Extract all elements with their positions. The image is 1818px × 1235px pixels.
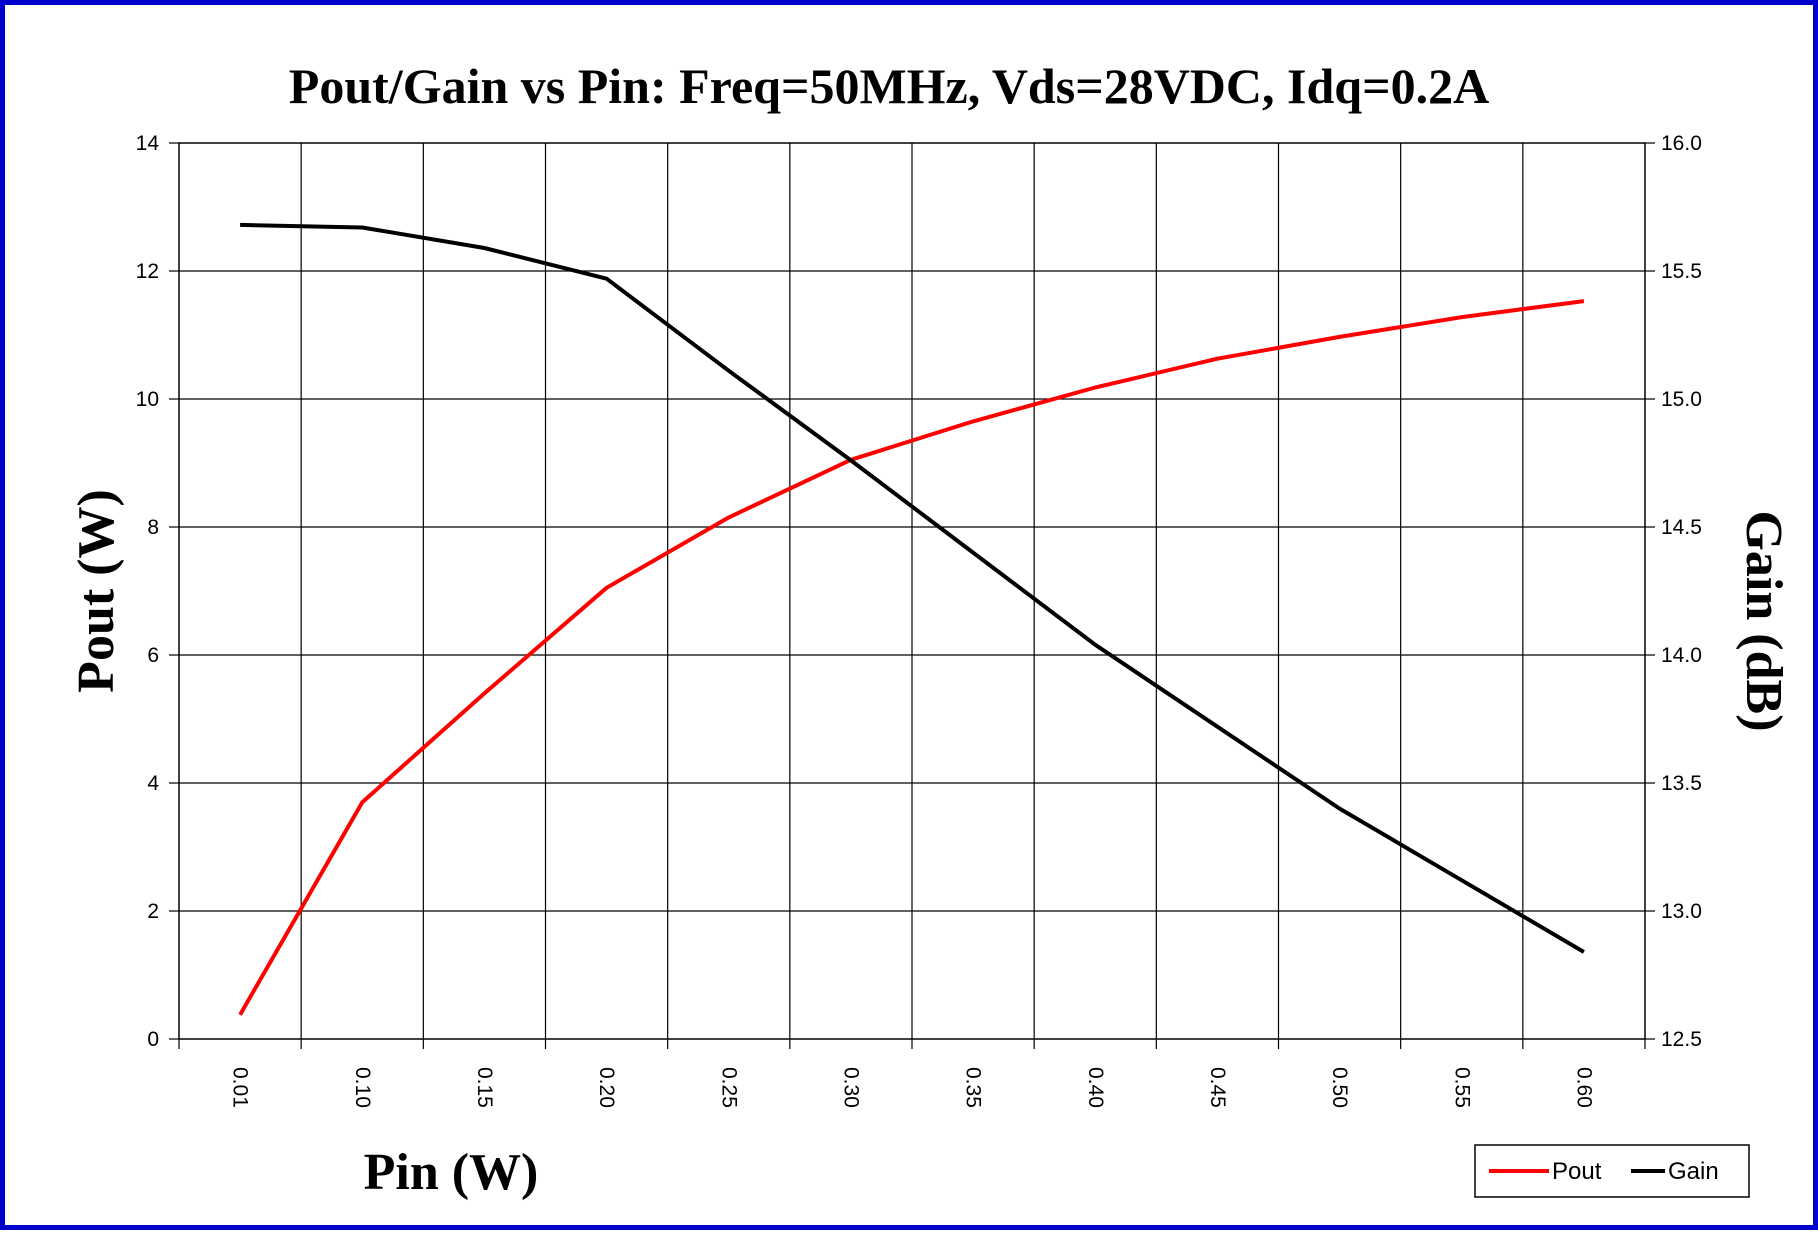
series-line-pout <box>238 299 1585 1016</box>
x-tick-label: 0.20 <box>595 1067 618 1108</box>
x-tick-label: 0.25 <box>717 1067 740 1108</box>
grid-lines <box>179 143 1645 1039</box>
legend-label-pout: Pout <box>1552 1158 1602 1185</box>
x-tick-label: 0.50 <box>1328 1067 1351 1108</box>
y-right-axis-title: Gain (dB) <box>1735 510 1792 731</box>
left-tick-label: 4 <box>147 772 159 795</box>
x-axis-title: Pin (W) <box>364 1144 539 1201</box>
left-tick-label: 6 <box>147 644 159 667</box>
x-tick-label: 0.01 <box>229 1067 252 1108</box>
right-tick-label: 13.5 <box>1661 772 1702 795</box>
x-tick-label: 0.60 <box>1572 1067 1595 1108</box>
x-tick-label: 0.15 <box>473 1067 496 1108</box>
series-line-gain <box>240 222 1585 954</box>
right-tick-label: 14.5 <box>1661 516 1702 539</box>
right-tick-label: 14.0 <box>1661 644 1702 667</box>
y-left-axis-title: Pout (W) <box>68 489 125 693</box>
legend: Pout Gain <box>1474 1144 1750 1198</box>
x-tick-label: 0.40 <box>1084 1067 1107 1108</box>
chart-title: Pout/Gain vs Pin: Freq=50MHz, Vds=28VDC,… <box>289 58 1489 114</box>
left-tick-label: 12 <box>136 260 159 283</box>
x-axis-ticks: 0.01 0.10 0.15 0.20 0.25 0.30 0.35 0.40 0.45 0.50… <box>178 1039 1646 1108</box>
left-tick-label: 14 <box>136 132 160 155</box>
series-layer <box>238 222 1585 1016</box>
right-tick-label: 16.0 <box>1661 132 1702 155</box>
left-tick-label: 8 <box>147 516 159 539</box>
left-tick-label: 2 <box>147 900 159 923</box>
right-tick-label: 12.5 <box>1661 1028 1702 1051</box>
x-tick-label: 0.10 <box>351 1067 374 1108</box>
chart-canvas: Pout/Gain vs Pin: Freq=50MHz, Vds=28VDC,… <box>68 58 1792 1201</box>
left-tick-label: 0 <box>147 1028 159 1051</box>
x-tick-label: 0.30 <box>839 1067 862 1108</box>
x-tick-label: 0.35 <box>962 1067 985 1108</box>
x-tick-label: 0.55 <box>1450 1067 1473 1108</box>
legend-label-gain: Gain <box>1668 1158 1719 1185</box>
left-tick-label: 10 <box>136 388 159 411</box>
left-axis-ticks: 0 2 4 6 8 10 12 14 <box>136 132 179 1051</box>
x-tick-label: 0.45 <box>1206 1067 1229 1108</box>
right-tick-label: 15.0 <box>1661 388 1702 411</box>
right-tick-label: 13.0 <box>1661 900 1702 923</box>
right-tick-label: 15.5 <box>1661 260 1702 283</box>
right-axis-ticks: 12.5 13.0 13.5 14.0 14.5 15.0 15.5 16.0 <box>1645 132 1702 1051</box>
